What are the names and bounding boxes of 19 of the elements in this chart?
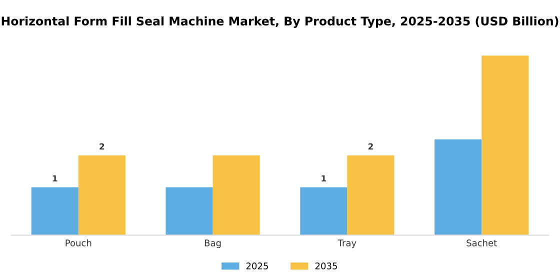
data-label: 1: [52, 175, 58, 182]
bar: [166, 187, 213, 236]
x-tick-label: Bag: [204, 240, 221, 248]
data-label: 2: [100, 143, 104, 150]
x-tick-label: Pouch: [66, 239, 92, 246]
bar: [482, 56, 529, 236]
bar: [78, 155, 126, 236]
legend-label: 2035: [315, 262, 337, 270]
data-label: 1: [322, 175, 326, 182]
chart-title: Horizontal Form Fill Seal Machine Market, By Product Type, 2025-2035 (USD Billion): [2, 16, 558, 28]
x-tick-label: Sachet: [466, 239, 497, 246]
data-label: 2: [368, 143, 373, 150]
bar: [31, 187, 78, 236]
bar: [300, 187, 348, 236]
bar: [434, 139, 482, 236]
bar: [212, 155, 260, 236]
legend-label: 2025: [246, 262, 268, 270]
bar: [347, 155, 394, 236]
x-tick-label: Tray: [338, 240, 356, 248]
